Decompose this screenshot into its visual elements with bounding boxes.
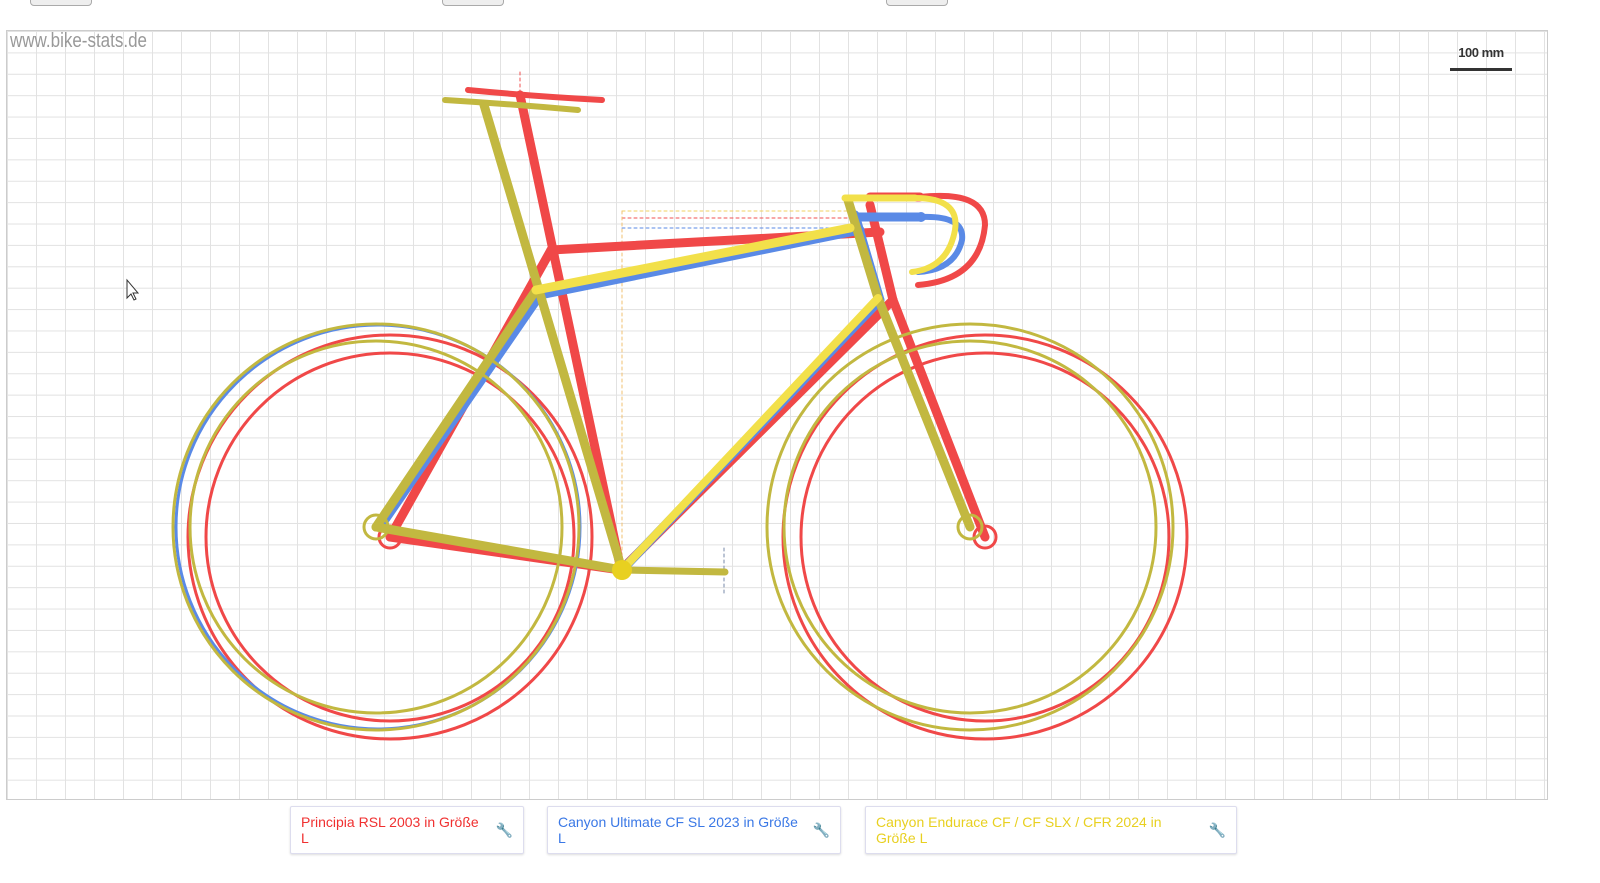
legend-item-principia[interactable]: Principia RSL 2003 in Größe L 🔧	[290, 806, 524, 854]
legend-label: Canyon Endurace CF / CF SLX / CFR 2024 i…	[876, 814, 1162, 846]
bike-canyon-endurace	[171, 97, 1175, 732]
scale-bar: 100 mm	[1450, 44, 1512, 71]
wrench-icon[interactable]: 🔧	[812, 821, 830, 838]
top-button-2[interactable]	[442, 0, 504, 6]
legend-label: Principia RSL 2003 in Größe L	[301, 814, 479, 846]
bike-canyon-ultimate	[174, 210, 966, 731]
wrench-icon[interactable]: 🔧	[1208, 821, 1226, 838]
legend-item-canyon-endurace[interactable]: Canyon Endurace CF / CF SLX / CFR 2024 i…	[865, 806, 1237, 854]
legend-item-canyon-ultimate[interactable]: Canyon Ultimate CF SL 2023 in Größe L 🔧	[547, 806, 841, 854]
mouse-cursor-icon	[126, 278, 140, 301]
watermark: www.bike-stats.de	[10, 30, 147, 52]
scale-label: 100 mm	[1458, 45, 1504, 60]
legend-label: Canyon Ultimate CF SL 2023 in Größe L	[558, 814, 798, 846]
top-button-1[interactable]	[30, 0, 92, 6]
bike-principia	[186, 87, 1189, 741]
wrench-icon[interactable]: 🔧	[495, 821, 513, 838]
top-button-3[interactable]	[886, 0, 948, 6]
